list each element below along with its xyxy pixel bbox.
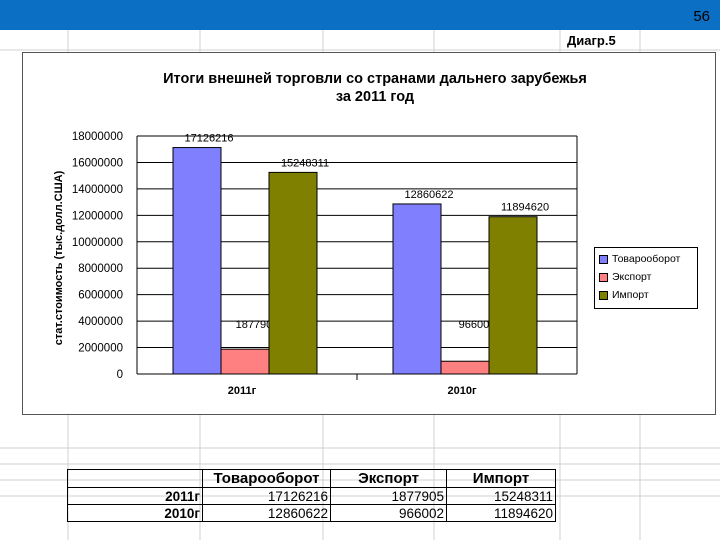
table-header-row: Товарооборот Экспорт Импорт (67, 469, 556, 488)
legend-swatch-export (599, 272, 608, 282)
data-table: Товарооборот Экспорт Импорт 2011г 171262… (67, 469, 556, 522)
table-header-cell: Экспорт (330, 469, 447, 488)
table-cell-year: 2011г (67, 487, 203, 505)
legend-label-export: Экспорт (612, 271, 652, 283)
chart-title: Итоги внешней торговли со странами дальн… (40, 70, 710, 106)
table-row: 2011г 17126216 1877905 15248311 (67, 487, 556, 505)
legend-swatch-import (599, 290, 608, 300)
x-category-label: 2011г (228, 385, 257, 397)
legend-item-turnover: Товарооборот (599, 250, 693, 268)
table-cell-import: 15248311 (446, 487, 556, 505)
legend-item-import: Импорт (599, 286, 693, 304)
bar (488, 216, 538, 375)
y-tick-label: 12000000 (72, 210, 123, 222)
table-cell-year: 2010г (67, 504, 203, 522)
bar (172, 147, 222, 375)
bar (392, 203, 442, 375)
table-cell-import: 11894620 (446, 504, 556, 522)
y-tick-label: 0 (117, 369, 123, 381)
y-tick-label: 16000000 (72, 157, 123, 169)
table-header-cell: Товарооборот (202, 469, 331, 488)
chart-title-line2: за 2011 год (335, 89, 415, 105)
y-tick-label: 6000000 (78, 290, 123, 302)
table-cell-export: 1877905 (330, 487, 447, 505)
legend-item-export: Экспорт (599, 268, 693, 286)
chart-frame (22, 52, 716, 415)
table-header-cell (67, 469, 203, 488)
table-cell-turnover: 17126216 (202, 487, 331, 505)
x-category-label: 2010г (447, 385, 476, 397)
data-label: 966002 (459, 319, 496, 331)
data-label: 17126216 (185, 133, 234, 145)
data-label: 1877905 (236, 319, 279, 331)
y-tick-label: 4000000 (78, 316, 123, 328)
legend-swatch-turnover (599, 254, 608, 264)
bar (220, 348, 270, 375)
sheet-label: Диагр.5 (567, 33, 616, 48)
data-label: 11894620 (501, 202, 549, 214)
y-tick-label: 18000000 (72, 131, 123, 143)
y-tick-label: 8000000 (78, 263, 123, 275)
data-label: 15248311 (281, 157, 329, 169)
y-tick-label: 2000000 (78, 343, 123, 355)
data-label: 12860622 (405, 189, 454, 201)
legend-label-turnover: Товарооборот (612, 253, 681, 265)
chart-title-line1: Итоги внешней торговли со странами дальн… (163, 71, 587, 87)
y-tick-label: 14000000 (72, 184, 123, 196)
table-cell-export: 966002 (330, 504, 447, 522)
top-bar (0, 0, 720, 30)
table-row: 2010г 12860622 966002 11894620 (67, 504, 556, 522)
page-number: 56 (693, 8, 710, 25)
table-cell-turnover: 12860622 (202, 504, 331, 522)
y-tick-label: 10000000 (72, 237, 123, 249)
chart-legend: Товарооборот Экспорт Импорт (594, 247, 698, 309)
table-header-cell: Импорт (446, 469, 556, 488)
y-axis-label: стат.стоимость (тыс.долл.США) (53, 170, 65, 345)
bar (440, 360, 490, 375)
legend-label-import: Импорт (612, 289, 649, 301)
bar (268, 171, 318, 375)
